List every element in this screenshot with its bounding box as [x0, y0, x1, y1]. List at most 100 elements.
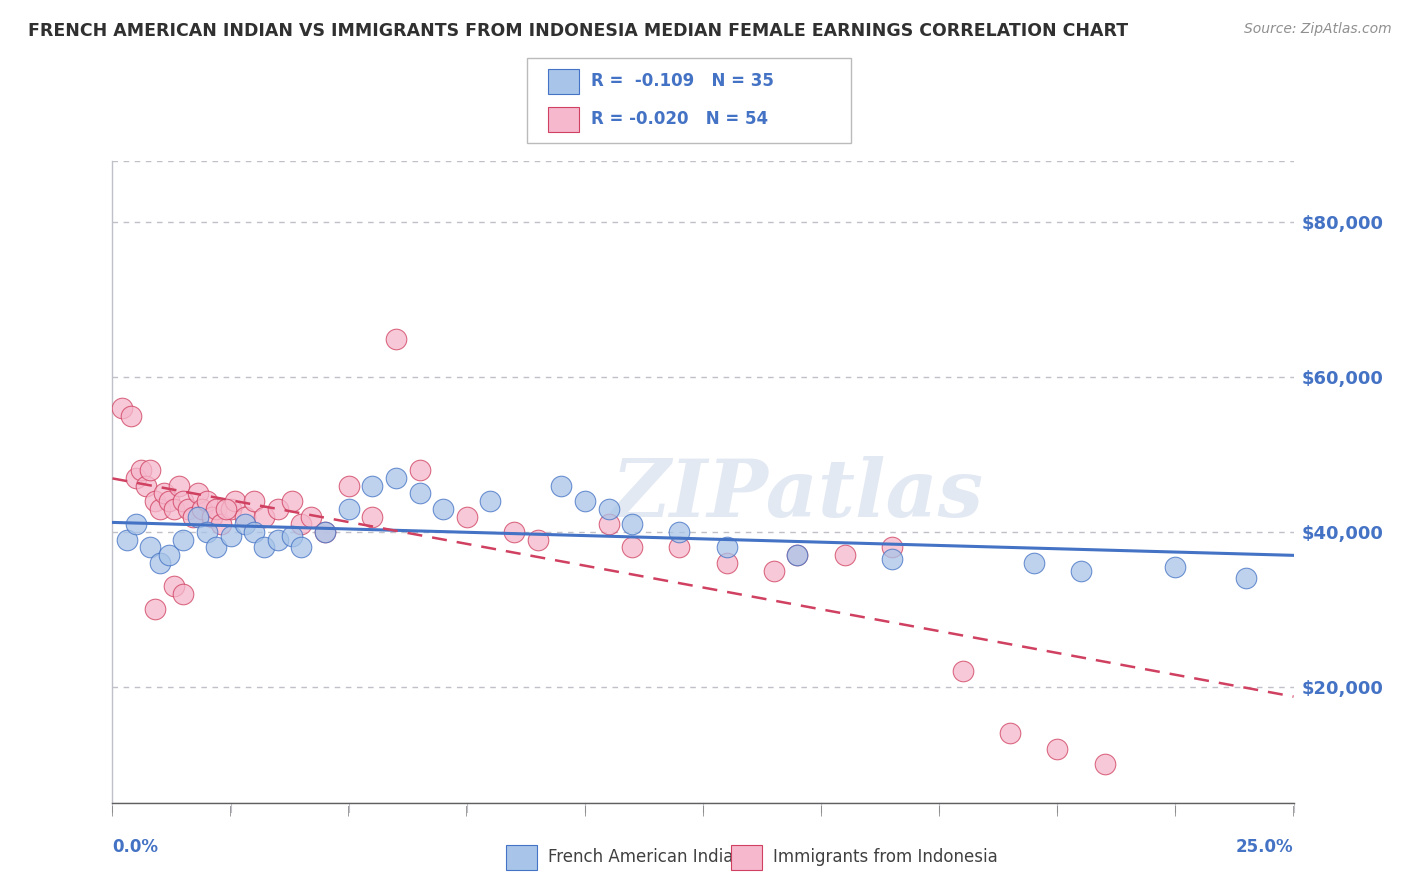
Point — [786, 548, 808, 562]
Point — [172, 587, 194, 601]
Point — [125, 517, 148, 532]
Text: ZIPatlas: ZIPatlas — [612, 456, 984, 533]
Point — [880, 541, 903, 555]
Point — [205, 541, 228, 555]
Text: |: | — [1292, 805, 1295, 816]
Point — [668, 524, 690, 539]
Point — [195, 524, 218, 539]
Point — [167, 478, 190, 492]
Text: 0.0%: 0.0% — [112, 838, 159, 856]
Point — [253, 509, 276, 524]
Point — [1164, 559, 1187, 574]
Point — [762, 564, 785, 578]
Point — [281, 529, 304, 543]
Point — [598, 501, 620, 516]
Point — [201, 509, 224, 524]
Point — [621, 541, 644, 555]
Point — [172, 494, 194, 508]
Point — [314, 524, 336, 539]
Point — [1046, 741, 1069, 756]
Point — [1094, 757, 1116, 772]
Point — [479, 494, 502, 508]
Point — [503, 524, 526, 539]
Point — [361, 509, 384, 524]
Point — [243, 524, 266, 539]
Text: |: | — [347, 805, 350, 816]
Point — [574, 494, 596, 508]
Point — [281, 494, 304, 508]
Text: |: | — [938, 805, 941, 816]
Point — [163, 579, 186, 593]
Point — [337, 501, 360, 516]
Point — [267, 501, 290, 516]
Point — [526, 533, 548, 547]
Point — [233, 509, 256, 524]
Text: Source: ZipAtlas.com: Source: ZipAtlas.com — [1244, 22, 1392, 37]
Point — [163, 501, 186, 516]
Text: 25.0%: 25.0% — [1236, 838, 1294, 856]
Point — [209, 517, 232, 532]
Point — [952, 665, 974, 679]
Point — [267, 533, 290, 547]
Point — [149, 556, 172, 570]
Point — [125, 471, 148, 485]
Point — [408, 486, 430, 500]
Point — [253, 541, 276, 555]
Point — [120, 409, 142, 423]
Point — [621, 517, 644, 532]
Point — [716, 541, 738, 555]
Point — [998, 726, 1021, 740]
Point — [1070, 564, 1092, 578]
Point — [191, 501, 214, 516]
Point — [1234, 571, 1257, 585]
Point — [290, 517, 312, 532]
Text: |: | — [1056, 805, 1059, 816]
Text: |: | — [1174, 805, 1177, 816]
Point — [115, 533, 138, 547]
Text: R = -0.020   N = 54: R = -0.020 N = 54 — [591, 111, 768, 128]
Point — [172, 533, 194, 547]
Point — [135, 478, 157, 492]
Point — [215, 501, 238, 516]
Point — [186, 486, 208, 500]
Text: R =  -0.109   N = 35: R = -0.109 N = 35 — [591, 72, 773, 90]
Point — [337, 478, 360, 492]
Point — [139, 541, 162, 555]
Point — [224, 494, 246, 508]
Point — [834, 548, 856, 562]
Point — [880, 552, 903, 566]
Point — [668, 541, 690, 555]
Text: |: | — [465, 805, 468, 816]
Text: |: | — [583, 805, 586, 816]
Point — [219, 501, 242, 516]
Point — [139, 463, 162, 477]
Point — [129, 463, 152, 477]
Point — [314, 524, 336, 539]
Point — [157, 548, 180, 562]
Point — [177, 501, 200, 516]
Point — [385, 471, 408, 485]
Point — [290, 541, 312, 555]
Point — [149, 501, 172, 516]
Point — [1022, 556, 1045, 570]
Point — [385, 332, 408, 346]
Text: FRENCH AMERICAN INDIAN VS IMMIGRANTS FROM INDONESIA MEDIAN FEMALE EARNINGS CORRE: FRENCH AMERICAN INDIAN VS IMMIGRANTS FRO… — [28, 22, 1128, 40]
Point — [153, 486, 176, 500]
Point — [408, 463, 430, 477]
Text: |: | — [229, 805, 232, 816]
Text: |: | — [702, 805, 704, 816]
Point — [299, 509, 322, 524]
Point — [456, 509, 478, 524]
Point — [233, 517, 256, 532]
Point — [598, 517, 620, 532]
Point — [143, 602, 166, 616]
Point — [205, 501, 228, 516]
Text: |: | — [820, 805, 823, 816]
Point — [361, 478, 384, 492]
Point — [243, 494, 266, 508]
Point — [219, 529, 242, 543]
Text: Immigrants from Indonesia: Immigrants from Indonesia — [773, 848, 998, 866]
Point — [157, 494, 180, 508]
Text: |: | — [111, 805, 114, 816]
Text: French American Indians: French American Indians — [548, 848, 754, 866]
